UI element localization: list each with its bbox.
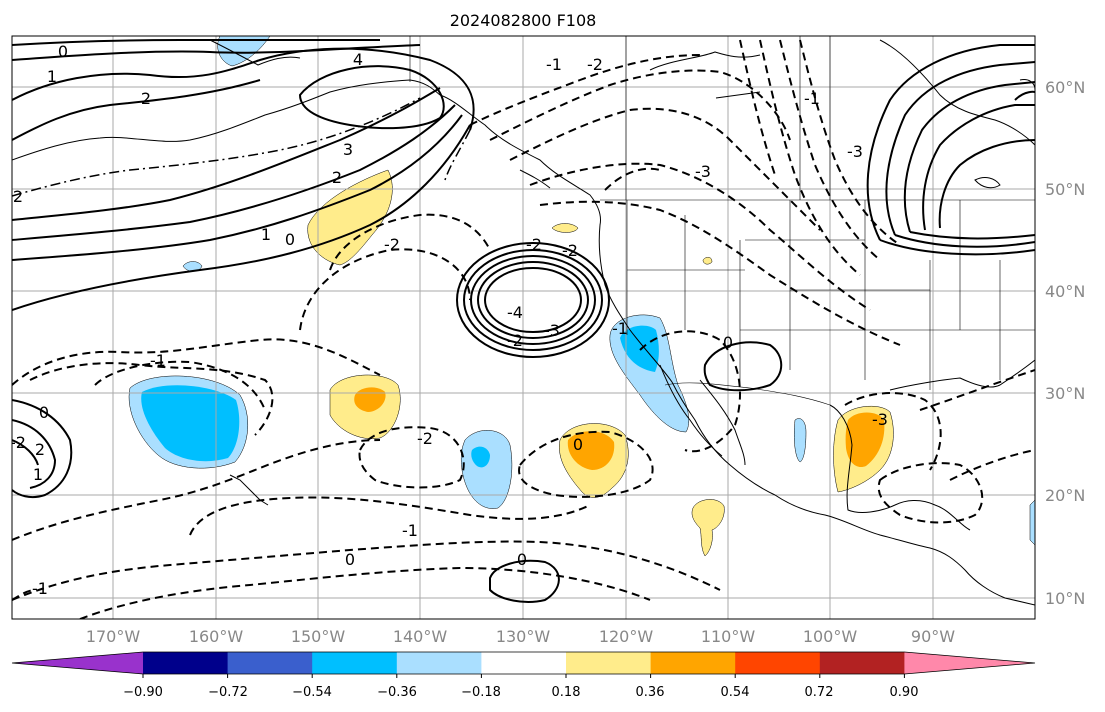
map-panel: 0 1 2 4 3 2 1 0 -1 -2 -3 -4 -3 -2 -2 -1 … — [10, 36, 1035, 619]
positive-contours — [12, 39, 1035, 603]
lon-label: 130°W — [496, 627, 551, 646]
negative-anomaly-region — [793, 418, 807, 463]
colorbar-extension-high — [904, 652, 1035, 674]
contour-label: 1 — [261, 225, 271, 244]
contour-label: -2 — [526, 235, 542, 254]
contour-label: -3 — [872, 410, 888, 429]
lat-label: 60°N — [1045, 78, 1085, 97]
contour-label: 0 — [345, 550, 355, 569]
negative-anomaly-region — [141, 385, 240, 462]
colorbar-segment — [735, 652, 821, 674]
colorbar-segment — [650, 652, 736, 674]
positive-anomaly-region — [845, 412, 885, 468]
colorbar — [11, 651, 1036, 678]
contour-label: 2 — [13, 187, 23, 206]
colorbar-segment — [227, 652, 313, 674]
contour-label: 0 — [285, 230, 295, 249]
lat-label: 50°N — [1045, 180, 1085, 199]
contour-label: 3 — [343, 140, 353, 159]
lat-label: 10°N — [1045, 589, 1085, 608]
coastlines — [12, 39, 1035, 606]
colorbar-tick-label: 0.72 — [805, 685, 834, 700]
lon-label: 150°W — [291, 627, 346, 646]
contour-label: -1 — [546, 55, 562, 74]
lon-label: 110°W — [701, 627, 756, 646]
contour-label: -1 — [402, 521, 418, 540]
contour-label: 0 — [573, 435, 583, 454]
contour-label: -2 — [562, 241, 578, 260]
negative-contours — [12, 39, 1035, 619]
contour-label: -2 — [384, 235, 400, 254]
colorbar-segment — [481, 652, 567, 674]
latitude-labels: 60°N 50°N 40°N 30°N 20°N 10°N — [1045, 78, 1085, 608]
positive-anomaly-region — [691, 499, 725, 557]
contour-label: 2 — [141, 89, 151, 108]
negative-anomaly-region — [471, 446, 490, 468]
colorbar-tick-label: −0.36 — [377, 685, 417, 700]
negative-anomaly-region — [620, 325, 659, 372]
negative-anomaly-region — [1029, 499, 1035, 546]
map-title: 2024082800 F108 — [450, 11, 597, 30]
contour-label: -2 — [507, 331, 523, 350]
contour-label: 1 — [47, 67, 57, 86]
colorbar-segment — [312, 652, 398, 674]
contour-label: -1 — [612, 319, 628, 338]
contour-label: -3 — [847, 142, 863, 161]
contour-label: -3 — [695, 162, 711, 181]
colorbar-tick-label: 0.90 — [890, 685, 919, 700]
colorbar-tick-label: 0.36 — [636, 685, 665, 700]
colorbar-tick-label: 0.54 — [721, 685, 750, 700]
contour-label: -2 — [587, 55, 603, 74]
contour-label: 2 — [332, 168, 342, 187]
colorbar-extension-low — [12, 652, 143, 674]
map-frame — [11, 35, 1036, 620]
contour-label: 0 — [39, 403, 49, 422]
colorbar-segment — [396, 652, 482, 674]
colorbar-tick-label: −0.18 — [461, 685, 501, 700]
positive-anomaly-region — [354, 387, 386, 412]
zero-contours — [12, 97, 471, 197]
longitude-labels: 170°W 160°W 150°W 140°W 130°W 120°W 110°… — [86, 627, 955, 646]
colorbar-segment — [566, 652, 652, 674]
lat-label: 40°N — [1045, 282, 1085, 301]
colorbar-segment — [819, 652, 905, 674]
lat-label: 30°N — [1045, 384, 1085, 403]
negative-anomaly-region — [182, 261, 203, 272]
shaded-anomaly-regions — [128, 36, 1035, 557]
positive-anomaly-region — [702, 257, 713, 265]
contour-label: -1 — [32, 579, 48, 598]
lon-label: 100°W — [803, 627, 858, 646]
contour-label: 0 — [517, 550, 527, 569]
contour-label: 1 — [33, 465, 43, 484]
lon-label: 90°W — [911, 627, 955, 646]
lon-label: 160°W — [189, 627, 244, 646]
contour-label: -1 — [150, 351, 166, 370]
lon-label: 120°W — [599, 627, 654, 646]
lon-label: 140°W — [393, 627, 448, 646]
contour-label: 0 — [58, 42, 68, 61]
contour-labels: 0 1 2 4 3 2 1 0 -1 -2 -3 -4 -3 -2 -2 -1 … — [10, 42, 888, 598]
contour-label: 2 — [35, 440, 45, 459]
contour-label: -2 — [417, 429, 433, 448]
contour-label: 0 — [723, 333, 733, 352]
lon-label: 170°W — [86, 627, 141, 646]
colorbar-tick-label: 0.18 — [552, 685, 581, 700]
negative-anomaly-region — [217, 36, 271, 67]
positive-anomaly-region — [551, 223, 579, 233]
colorbar-tick-label: −0.90 — [123, 685, 163, 700]
contour-label: 4 — [353, 50, 363, 69]
lat-label: 20°N — [1045, 486, 1085, 505]
colorbar-tick-label: −0.72 — [208, 685, 248, 700]
contour-label: -3 — [544, 321, 560, 340]
contour-label: -4 — [507, 303, 523, 322]
contour-label: -2 — [10, 433, 26, 452]
colorbar-tick-labels: −0.90 −0.72 −0.54 −0.36 −0.18 0.18 0.36 … — [123, 685, 918, 700]
contour-label: -1 — [804, 89, 820, 108]
positive-anomaly-region — [567, 431, 615, 470]
political-borders — [409, 36, 1035, 406]
colorbar-segment — [143, 652, 229, 674]
colorbar-tick-label: −0.54 — [292, 685, 332, 700]
